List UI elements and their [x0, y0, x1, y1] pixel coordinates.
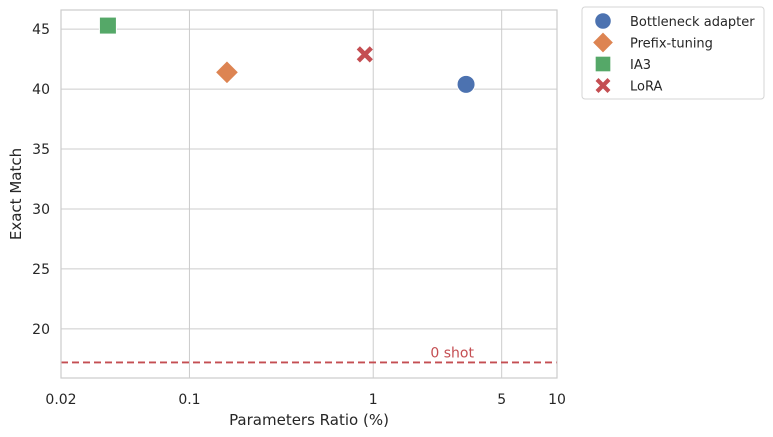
data-point [356, 46, 373, 63]
y-tick-label: 30 [32, 202, 50, 218]
data-point [98, 16, 117, 35]
y-tick-label: 40 [32, 82, 50, 98]
y-tick-label: 20 [32, 322, 50, 338]
legend-marker [591, 31, 615, 54]
zero-shot-label: 0 shot [430, 345, 474, 361]
legend-entry-label: IA3 [630, 58, 651, 73]
legend-box [581, 6, 765, 100]
y-axis-label: Exact Match [7, 148, 25, 240]
x-tick-label: 0.02 [45, 392, 76, 408]
grid [60, 10, 558, 378]
x-tick-label: 1 [369, 392, 378, 408]
y-tick-label: 45 [32, 22, 50, 38]
legend: Bottleneck adapter Prefix-tuning IA3 LoRA [581, 6, 765, 100]
data-point [456, 74, 476, 94]
legend-entry-label: Bottleneck adapter [630, 15, 755, 30]
x-axis-label: Parameters Ratio (%) [229, 411, 389, 429]
y-tick-label: 25 [32, 262, 50, 278]
legend-marker [594, 12, 612, 30]
plot-area-frame [60, 9, 558, 379]
x-tick-label: 5 [497, 392, 506, 408]
legend-marker [595, 78, 611, 93]
x-tick-label: 0.1 [178, 392, 200, 408]
x-axis-ticks: 0.02 0.1 1 5 10 [45, 392, 566, 408]
legend-entry-label: Prefix-tuning [630, 37, 713, 52]
data-point [214, 60, 240, 85]
legend-entry-label: LoRA [630, 80, 662, 95]
legend-marker [594, 55, 612, 73]
y-axis-ticks: 20 25 30 35 40 45 [32, 22, 50, 338]
x-tick-label: 10 [548, 392, 566, 408]
y-tick-label: 35 [32, 142, 50, 158]
data-points [98, 16, 476, 94]
